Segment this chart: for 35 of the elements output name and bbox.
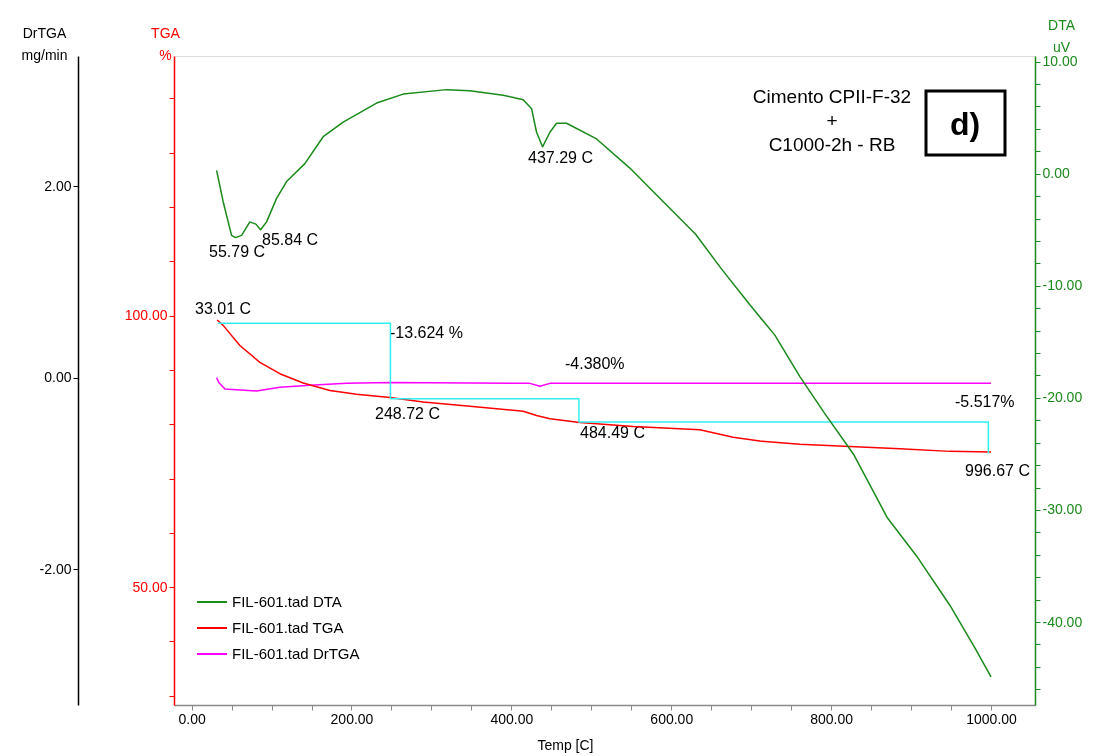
annotation: Cimento CPII-F-32 + C1000-2h - RB xyxy=(752,86,912,155)
annotation: 484.49 C xyxy=(580,424,645,441)
annotation: d) xyxy=(949,106,981,142)
x-tick-label: 0.00 xyxy=(178,710,206,727)
y3-tick-label: 10.00 xyxy=(1042,53,1078,70)
annotation: -4.380% xyxy=(565,355,625,372)
annotation: -5.517% xyxy=(955,393,1015,410)
y-tick-label: -2.00 xyxy=(39,560,72,577)
annotation: -13.624 % xyxy=(390,324,463,341)
y-tick-label: 0.00 xyxy=(44,369,72,386)
x-axis-title: Temp [C] xyxy=(537,736,594,753)
x-tick-label: 200.00 xyxy=(330,710,374,727)
line-series xyxy=(215,376,992,392)
annotation: 996.67 C xyxy=(965,462,1030,479)
y2-tick-label: 100.00 xyxy=(124,307,168,324)
x-tick-label: 800.00 xyxy=(810,710,854,727)
legend-label: FIL-601.tad DrTGA xyxy=(232,645,360,662)
y2-tick-label: 50.00 xyxy=(132,578,168,595)
annotation: 248.72 C xyxy=(375,405,440,422)
y2-axis-title: TGA % xyxy=(151,24,181,63)
legend-label: FIL-601.tad TGA xyxy=(232,619,344,636)
y3-tick-label: -40.00 xyxy=(1042,613,1083,630)
legend-label: FIL-601.tad DTA xyxy=(232,593,342,610)
annotation: 33.01 C xyxy=(195,300,252,317)
y3-tick-label: -10.00 xyxy=(1042,277,1083,294)
y-axis-title: DrTGA mg/min xyxy=(21,24,68,63)
x-tick-label: 1000.00 xyxy=(966,710,1018,727)
y-tick-label: 2.00 xyxy=(44,177,72,194)
annotation: 437.29 C xyxy=(528,149,593,166)
y3-axis-title: DTA uV xyxy=(1048,16,1076,55)
y3-tick-label: 0.00 xyxy=(1042,165,1070,182)
x-tick-label: 600.00 xyxy=(650,710,694,727)
y3-tick-label: -20.00 xyxy=(1042,389,1083,406)
y3-tick-label: -30.00 xyxy=(1042,501,1083,518)
x-tick-label: 400.00 xyxy=(490,710,534,727)
